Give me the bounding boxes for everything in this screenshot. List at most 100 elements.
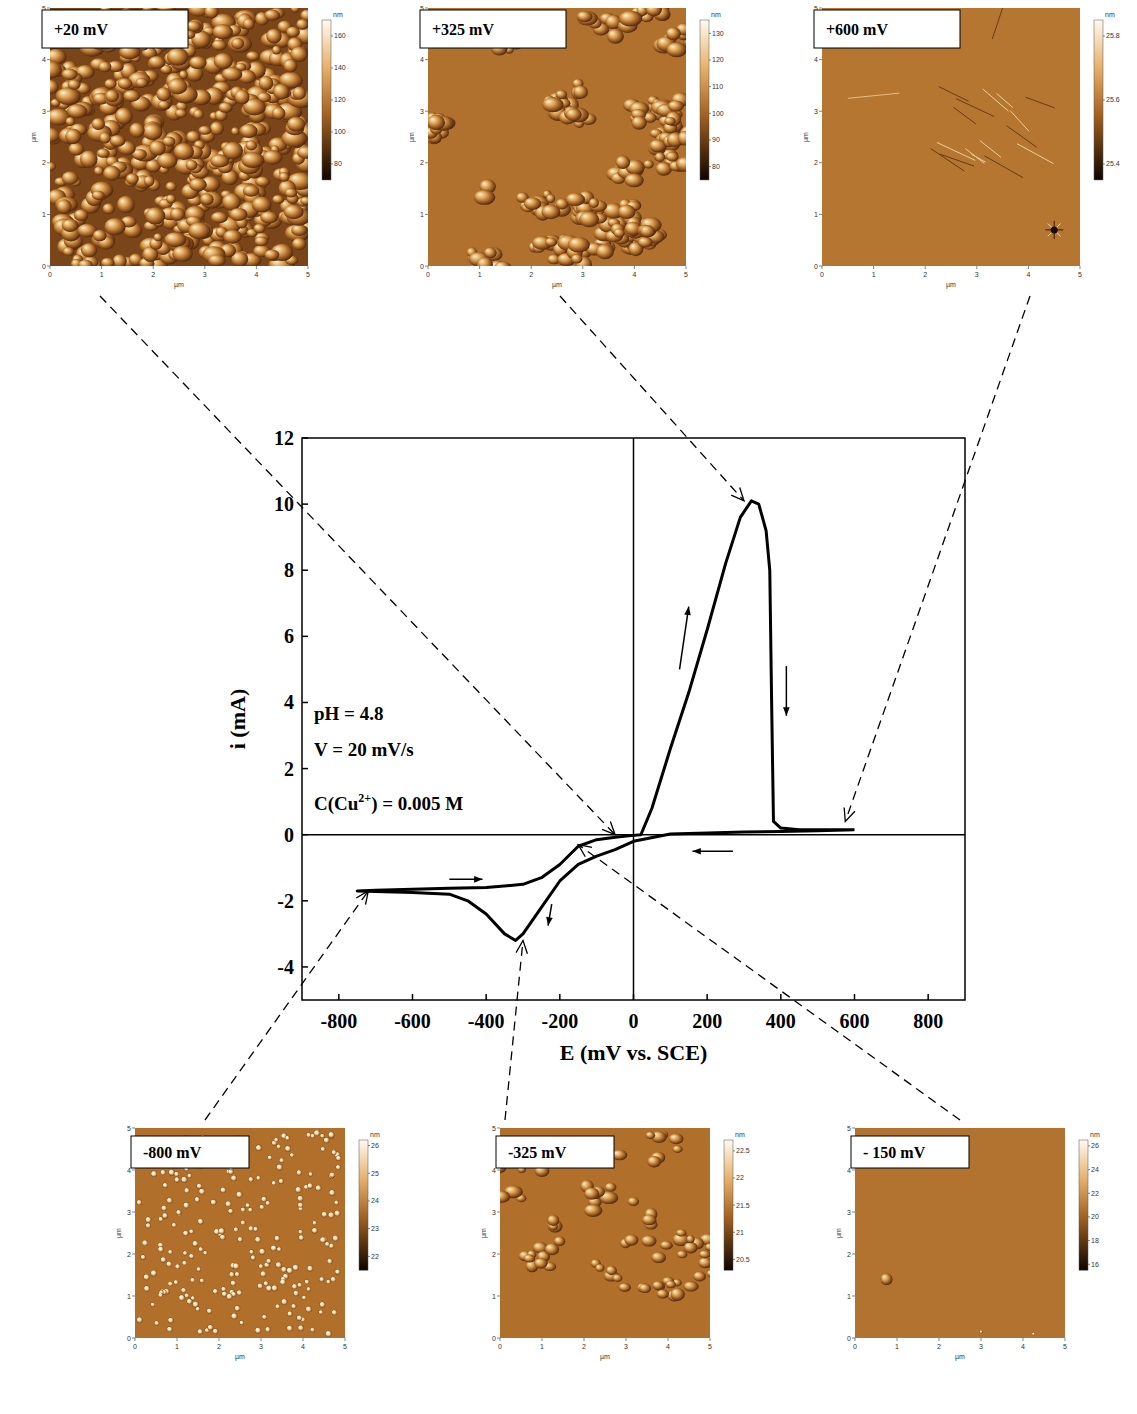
afm-x-tick [981, 1338, 982, 1341]
afm-grain [477, 257, 493, 266]
colorbar-tick-label: 140 [334, 64, 346, 71]
afm-y-tick-label: 1 [42, 211, 46, 218]
afm-particle [287, 1267, 293, 1273]
zero-line-x [633, 438, 635, 1000]
afm-particle [332, 1235, 338, 1241]
afm-y-tick [497, 1128, 500, 1129]
afm-streak [984, 156, 1023, 178]
colorbar-tick-label: 25.6 [1106, 96, 1120, 103]
afm-grain [222, 67, 243, 81]
afm-grain [596, 244, 614, 259]
afm-particle [184, 1293, 189, 1298]
afm-particle [151, 1302, 155, 1306]
afm-grain [657, 1290, 669, 1299]
afm-grain [566, 193, 585, 206]
afm-streak [971, 154, 985, 162]
afm-grain [240, 124, 257, 138]
y-axis-title: i (mA) [225, 689, 250, 749]
afm-y-tick [132, 1254, 135, 1255]
colorbar-tick-label: 120 [712, 56, 724, 63]
afm-particle [237, 1290, 242, 1295]
afm-particle [196, 1267, 201, 1272]
afm-grain [123, 90, 140, 102]
afm-grain [297, 146, 308, 159]
afm-y-tick [425, 162, 428, 163]
afm-grain [676, 1229, 686, 1236]
afm-grain [666, 27, 681, 40]
pointer-arrow [578, 845, 960, 1120]
y-tick-label: 8 [284, 559, 294, 581]
afm-grain [619, 1283, 631, 1292]
colorbar-tick [709, 113, 711, 114]
x-tick [927, 994, 929, 1000]
afm-x-tick-label: 3 [259, 1343, 263, 1350]
afm-grain [641, 1235, 656, 1246]
afm-grain [80, 150, 98, 167]
afm-particle [305, 1280, 310, 1285]
afm-x-axis-label: µm [955, 1353, 965, 1361]
afm-x-tick [822, 266, 823, 269]
afm-particle [315, 1185, 321, 1191]
plot-background [302, 438, 965, 1000]
afm-grain [616, 156, 630, 169]
afm-y-tick [132, 1212, 135, 1213]
afm-grain [104, 218, 125, 235]
afm-particle [257, 1283, 263, 1289]
afm-grain [285, 188, 297, 197]
pointer-arrow-head [516, 940, 527, 953]
colorbar [1094, 20, 1103, 180]
afm-grain [664, 117, 675, 125]
afm-particle [167, 1327, 173, 1333]
afm-grain [676, 157, 686, 172]
afm-y-axis-label: µm [480, 1228, 488, 1238]
afm-y-tick-label: 2 [814, 159, 818, 166]
colorbar-tick-label: 20.5 [736, 1256, 750, 1263]
afm-grain [118, 78, 133, 89]
afm-streak [954, 107, 976, 124]
afm-grain [624, 1235, 638, 1246]
afm-grain [246, 140, 257, 150]
afm-image [428, 8, 686, 266]
afm-x-tick [897, 1338, 898, 1341]
x-axis-title: E (mV vs. SCE) [560, 1040, 708, 1065]
colorbar-tick-label: 21 [736, 1229, 744, 1236]
afm-particle [231, 1313, 237, 1319]
afm-grain [93, 230, 107, 242]
colorbar-tick [368, 1200, 370, 1201]
afm-x-tick-label: 2 [217, 1343, 221, 1350]
afm-y-tick-label: 2 [420, 159, 424, 166]
afm-x-axis-label: µm [552, 281, 562, 289]
afm-particle [272, 1285, 278, 1291]
afm-particle [280, 1279, 286, 1285]
afm-x-tick [873, 266, 874, 269]
afm-y-axis-label: µm [802, 132, 810, 142]
afm-grain [619, 11, 642, 27]
afm-x-tick-label: 1 [540, 1343, 544, 1350]
afm-x-axis-label: µm [174, 281, 184, 289]
afm-x-tick [1065, 1338, 1066, 1341]
afm-panel: 012345012345µmµmnm8090100110120130+325 m… [404, 0, 724, 289]
afm-y-tick [852, 1170, 855, 1171]
afm-grain [260, 211, 278, 223]
afm-particle [154, 1321, 159, 1326]
afm-grain [880, 1273, 892, 1285]
afm-particle [268, 1155, 273, 1160]
annotation-text: ) = 0.005 M [371, 793, 463, 815]
afm-grain [606, 1266, 617, 1275]
afm-x-axis-label: µm [600, 1353, 610, 1361]
afm-particle [169, 1169, 175, 1175]
afm-x-tick-label: 2 [937, 1343, 941, 1350]
afm-particle [298, 1325, 304, 1331]
afm-particle [183, 1202, 189, 1208]
afm-particle [320, 1134, 325, 1139]
afm-particle [203, 1251, 207, 1255]
colorbar-tick-label: 24 [371, 1197, 379, 1204]
afm-particle [281, 1299, 287, 1305]
colorbar-tick [733, 1232, 735, 1233]
y-tick-label: -2 [277, 890, 294, 912]
afm-grain [144, 176, 155, 187]
afm-grain [200, 193, 213, 205]
direction-arrows [449, 607, 789, 926]
afm-grain [94, 166, 104, 175]
afm-label: - 150 mV [863, 1144, 926, 1161]
